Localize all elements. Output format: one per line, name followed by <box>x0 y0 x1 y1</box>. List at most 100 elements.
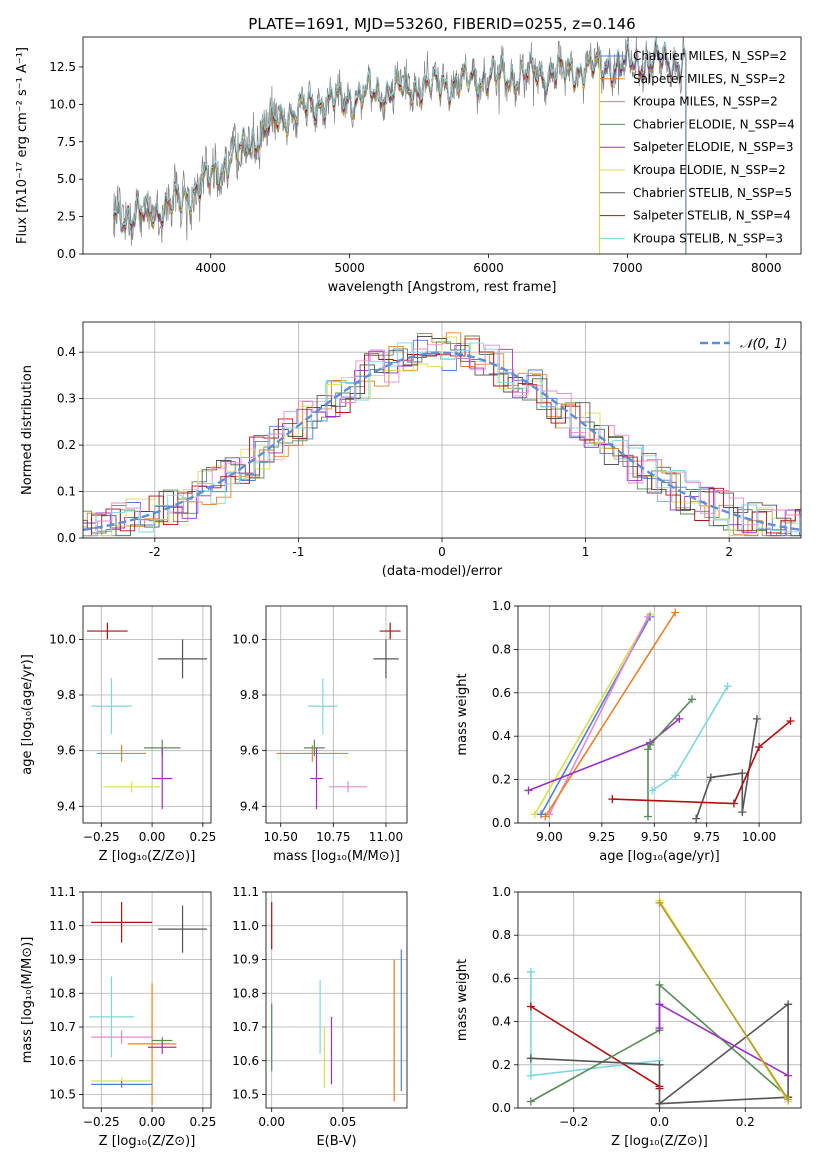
x-tick-label: −0.25 <box>83 1115 120 1129</box>
x-tick-label: 11.00 <box>369 830 403 844</box>
series-marker-kroupa_miles <box>784 1095 793 1104</box>
residuals-panel: -2 -1 0 1 2 0.0 0.1 0.2 0.3 0.4 (data-model)/error… <box>20 321 802 579</box>
legend-label-normal: 𝒩(0, 1) <box>740 337 787 352</box>
x-tick-label: 9.50 <box>641 830 668 844</box>
histogram-kroupa_elodie <box>83 336 801 537</box>
x-axis-label: wavelength [Angstrom, rest frame] <box>328 280 557 295</box>
x-axis-label: age [log₁₀(age/yr)] <box>599 849 720 864</box>
series-line-kroupa_miles <box>658 902 789 1100</box>
series-marker-chabrier_miles <box>537 810 546 819</box>
series-marker-kroupa_stelib <box>648 786 657 795</box>
series-line-chabrier_elodie <box>647 698 693 817</box>
y-tick-label: 10.7 <box>232 1020 259 1034</box>
series-marker-chabrier_elodie <box>526 1097 535 1106</box>
mass_vs_Z-panel: −0.25 0.00 0.25 10.5 10.6 10.7 10.8 10.9 11.0 11.… <box>20 885 216 1149</box>
series-marker-salpeter_stelib <box>608 795 617 804</box>
figure-title: PLATE=1691, MJD=53260, FIBERID=0255, z=0… <box>248 15 635 33</box>
series-marker-salpeter_elodie <box>784 1071 793 1080</box>
y-tick-label: 10.9 <box>232 953 259 967</box>
y-tick-label: 0.1 <box>57 485 76 499</box>
spectrum-panel: 4000 5000 6000 7000 8000 0.0 2.5 5.0 7.5 10.0 12.5… <box>15 36 802 295</box>
y-tick-label: 1.0 <box>492 599 511 613</box>
y-axis-label: mass weight <box>455 673 470 755</box>
legend-label-salpeter_stelib: Salpeter STELIB, N_SSP=4 <box>633 209 791 223</box>
series-marker-chabrier_stelib <box>655 1099 664 1108</box>
y-tick-label: 10.0 <box>49 632 76 646</box>
y-tick-label: 0.2 <box>492 1058 511 1072</box>
y-axis-label: mass [log₁₀(M/M⊙)] <box>20 937 35 1064</box>
x-tick-label: 7000 <box>612 261 643 275</box>
y-tick-label: 9.6 <box>240 744 259 758</box>
x-tick-label: 0.00 <box>139 830 166 844</box>
x-tick-label: 0.0 <box>650 1115 669 1129</box>
series-marker-salpeter_elodie <box>675 714 684 723</box>
spectrum-legend: Chabrier MILES, N_SSP=2 Salpeter MILES, N… <box>600 49 795 245</box>
y-tick-label: 0.0 <box>57 247 76 261</box>
mass_vs_ebv-panel: 0.00 0.05 10.5 10.6 10.7 10.8 10.9 11.0 11.1 E(B-… <box>232 885 408 1149</box>
y-tick-label: 10.5 <box>232 1088 259 1102</box>
legend-label-kroupa_elodie: Kroupa ELODIE, N_SSP=2 <box>633 163 786 177</box>
y-axis-label: Normed distribution <box>20 365 35 495</box>
series-marker-chabrier_stelib <box>738 769 747 778</box>
y-tick-label: 10.0 <box>49 97 76 111</box>
series-marker-salpeter_stelib <box>526 1002 535 1011</box>
series-marker-pink <box>643 612 652 621</box>
x-tick-label: −0.25 <box>83 830 120 844</box>
y-tick-label: 0.6 <box>492 686 511 700</box>
y-tick-label: 9.6 <box>57 744 76 758</box>
series-marker-chabrier_stelib <box>752 714 761 723</box>
y-tick-label: 9.4 <box>57 799 76 813</box>
series-marker-kroupa_stelib <box>723 682 732 691</box>
x-tick-label: 10.50 <box>264 830 298 844</box>
y-tick-label: 10.6 <box>49 1054 76 1068</box>
x-tick-label: 0.25 <box>190 1115 217 1129</box>
series-marker-kroupa_stelib <box>526 1071 535 1080</box>
y-tick-label: 1.0 <box>492 885 511 899</box>
series-marker-chabrier_elodie <box>646 740 655 749</box>
y-tick-label: 0.0 <box>492 1101 511 1115</box>
histogram-kroupa_stelib <box>83 342 801 537</box>
y-tick-label: 10.6 <box>232 1054 259 1068</box>
normal-curve <box>83 351 801 532</box>
series-marker-chabrier_stelib <box>784 1000 793 1009</box>
x-tick-label: 0.2 <box>736 1115 755 1129</box>
y-tick-label: 10.9 <box>49 953 76 967</box>
y-tick-label: 10.8 <box>49 986 76 1000</box>
axes-frame <box>265 605 408 824</box>
y-tick-label: 0.4 <box>57 345 76 359</box>
series-marker-salpeter_miles <box>541 812 550 821</box>
series-line-salpeter_miles <box>544 612 676 817</box>
series-marker-salpeter_stelib <box>755 743 764 752</box>
y-tick-label: 0.4 <box>492 729 511 743</box>
legend-label-chabrier_miles: Chabrier MILES, N_SSP=2 <box>633 49 787 63</box>
x-tick-label: 4000 <box>195 261 226 275</box>
x-tick-label: 0.25 <box>190 830 217 844</box>
series-marker-chabrier_stelib <box>526 1054 535 1063</box>
x-tick-label: 10.75 <box>316 830 350 844</box>
histogram-salpeter_stelib <box>83 338 801 537</box>
y-axis-label: Flux [fλ10⁻¹⁷ erg cm⁻² s⁻¹ A⁻¹] <box>15 47 30 244</box>
y-tick-label: 7.5 <box>57 135 76 149</box>
series-marker-kroupa_miles <box>655 898 664 907</box>
y-tick-label: 10.7 <box>49 1020 76 1034</box>
x-axis-label: mass [log₁₀(M/M⊙)] <box>273 849 400 864</box>
histogram-chabrier_stelib <box>83 336 801 537</box>
x-tick-label: 10.00 <box>742 830 776 844</box>
series-marker-chabrier_stelib <box>692 814 701 823</box>
x-tick-label: 1 <box>582 545 590 559</box>
x-tick-label: 9.00 <box>536 830 563 844</box>
axes-frame <box>82 321 802 539</box>
series-marker-salpeter_elodie <box>655 1024 664 1033</box>
y-tick-label: 0.2 <box>57 438 76 452</box>
x-axis-label: Z [log₁₀(Z/Z⊙)] <box>99 849 196 864</box>
legend-label-salpeter_miles: Salpeter MILES, N_SSP=2 <box>633 72 786 86</box>
massweight_vs_Z-panel: −0.2 0.0 0.2 0.0 0.2 0.4 0.6 0.8 1.0 Z [log₁₀(Z/Z… <box>455 885 802 1149</box>
x-tick-label: 0.00 <box>258 1115 285 1129</box>
x-tick-label: -2 <box>149 545 161 559</box>
series-marker-chabrier_elodie <box>655 980 664 989</box>
x-tick-label: 8000 <box>751 261 782 275</box>
y-tick-label: 0.6 <box>492 971 511 985</box>
model-spectrum-kroupa_stelib <box>113 37 687 254</box>
massweight_vs_age-panel: 9.00 9.25 9.50 9.75 10.00 0.0 0.2 0.4 0.6 0.8 1.0 a… <box>455 599 802 864</box>
